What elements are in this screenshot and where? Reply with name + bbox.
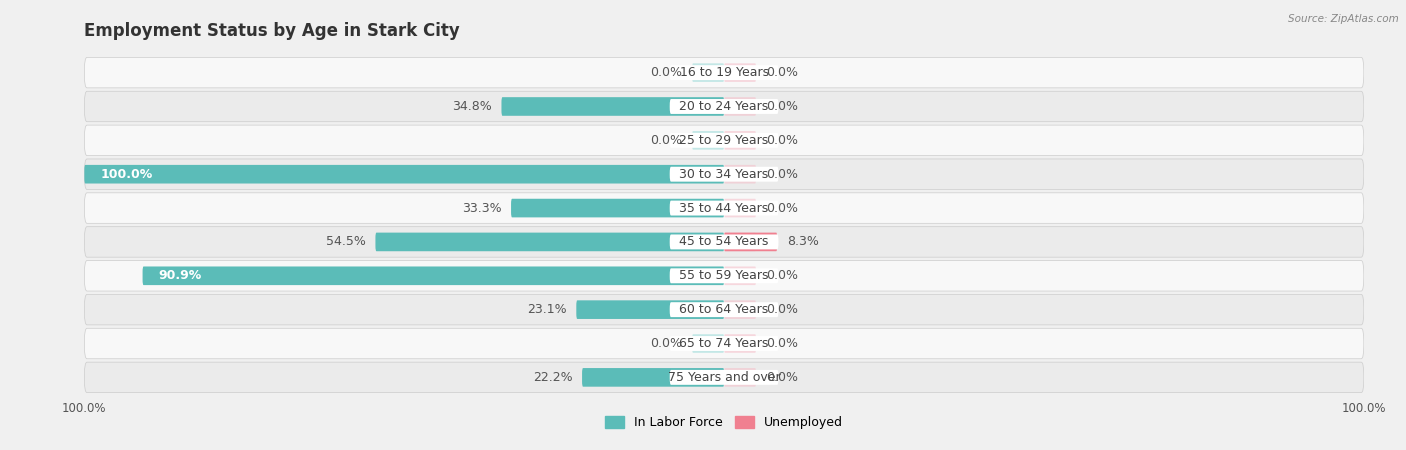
- Text: 55 to 59 Years: 55 to 59 Years: [679, 269, 769, 282]
- Text: 45 to 54 Years: 45 to 54 Years: [679, 235, 769, 248]
- FancyBboxPatch shape: [669, 268, 779, 283]
- FancyBboxPatch shape: [669, 336, 779, 351]
- FancyBboxPatch shape: [669, 167, 779, 182]
- FancyBboxPatch shape: [724, 300, 756, 319]
- Text: 34.8%: 34.8%: [453, 100, 492, 113]
- Text: 0.0%: 0.0%: [766, 303, 797, 316]
- Text: 0.0%: 0.0%: [651, 66, 682, 79]
- FancyBboxPatch shape: [669, 65, 779, 80]
- FancyBboxPatch shape: [724, 233, 756, 251]
- Text: 0.0%: 0.0%: [651, 337, 682, 350]
- FancyBboxPatch shape: [724, 131, 756, 150]
- Text: 25 to 29 Years: 25 to 29 Years: [679, 134, 769, 147]
- Text: 0.0%: 0.0%: [766, 168, 797, 181]
- FancyBboxPatch shape: [84, 159, 1364, 189]
- Text: 60 to 64 Years: 60 to 64 Years: [679, 303, 769, 316]
- Text: 16 to 19 Years: 16 to 19 Years: [679, 66, 769, 79]
- Text: 100.0%: 100.0%: [100, 168, 153, 181]
- FancyBboxPatch shape: [375, 233, 724, 251]
- Text: Employment Status by Age in Stark City: Employment Status by Age in Stark City: [84, 22, 460, 40]
- FancyBboxPatch shape: [724, 233, 778, 251]
- Text: 0.0%: 0.0%: [651, 134, 682, 147]
- FancyBboxPatch shape: [84, 328, 1364, 359]
- Text: 23.1%: 23.1%: [527, 303, 567, 316]
- FancyBboxPatch shape: [84, 91, 1364, 122]
- FancyBboxPatch shape: [84, 227, 1364, 257]
- Text: 0.0%: 0.0%: [766, 202, 797, 215]
- FancyBboxPatch shape: [724, 199, 756, 217]
- FancyBboxPatch shape: [84, 193, 1364, 223]
- FancyBboxPatch shape: [142, 266, 724, 285]
- Text: 8.3%: 8.3%: [787, 235, 818, 248]
- Text: 90.9%: 90.9%: [159, 269, 202, 282]
- FancyBboxPatch shape: [724, 368, 756, 387]
- FancyBboxPatch shape: [510, 199, 724, 217]
- FancyBboxPatch shape: [669, 99, 779, 114]
- Text: 75 Years and over: 75 Years and over: [668, 371, 780, 384]
- Text: 0.0%: 0.0%: [766, 100, 797, 113]
- Text: 65 to 74 Years: 65 to 74 Years: [679, 337, 769, 350]
- FancyBboxPatch shape: [84, 362, 1364, 392]
- Text: 0.0%: 0.0%: [766, 269, 797, 282]
- Text: 35 to 44 Years: 35 to 44 Years: [679, 202, 769, 215]
- FancyBboxPatch shape: [669, 302, 779, 317]
- Text: 22.2%: 22.2%: [533, 371, 572, 384]
- FancyBboxPatch shape: [724, 334, 756, 353]
- FancyBboxPatch shape: [669, 133, 779, 148]
- FancyBboxPatch shape: [502, 97, 724, 116]
- Text: 0.0%: 0.0%: [766, 134, 797, 147]
- FancyBboxPatch shape: [84, 294, 1364, 325]
- FancyBboxPatch shape: [692, 131, 724, 150]
- FancyBboxPatch shape: [669, 234, 779, 249]
- Text: 30 to 34 Years: 30 to 34 Years: [679, 168, 769, 181]
- FancyBboxPatch shape: [724, 266, 756, 285]
- FancyBboxPatch shape: [84, 261, 1364, 291]
- FancyBboxPatch shape: [576, 300, 724, 319]
- Text: 0.0%: 0.0%: [766, 371, 797, 384]
- FancyBboxPatch shape: [582, 368, 724, 387]
- FancyBboxPatch shape: [724, 97, 756, 116]
- Text: 33.3%: 33.3%: [461, 202, 502, 215]
- Legend: In Labor Force, Unemployed: In Labor Force, Unemployed: [600, 411, 848, 434]
- Text: 0.0%: 0.0%: [766, 66, 797, 79]
- Text: 0.0%: 0.0%: [766, 337, 797, 350]
- FancyBboxPatch shape: [669, 201, 779, 216]
- FancyBboxPatch shape: [84, 165, 724, 184]
- FancyBboxPatch shape: [669, 370, 779, 385]
- FancyBboxPatch shape: [692, 334, 724, 353]
- FancyBboxPatch shape: [724, 63, 756, 82]
- Text: 54.5%: 54.5%: [326, 235, 366, 248]
- Text: Source: ZipAtlas.com: Source: ZipAtlas.com: [1288, 14, 1399, 23]
- FancyBboxPatch shape: [692, 63, 724, 82]
- FancyBboxPatch shape: [724, 165, 756, 184]
- Text: 20 to 24 Years: 20 to 24 Years: [679, 100, 769, 113]
- FancyBboxPatch shape: [84, 58, 1364, 88]
- FancyBboxPatch shape: [84, 125, 1364, 156]
